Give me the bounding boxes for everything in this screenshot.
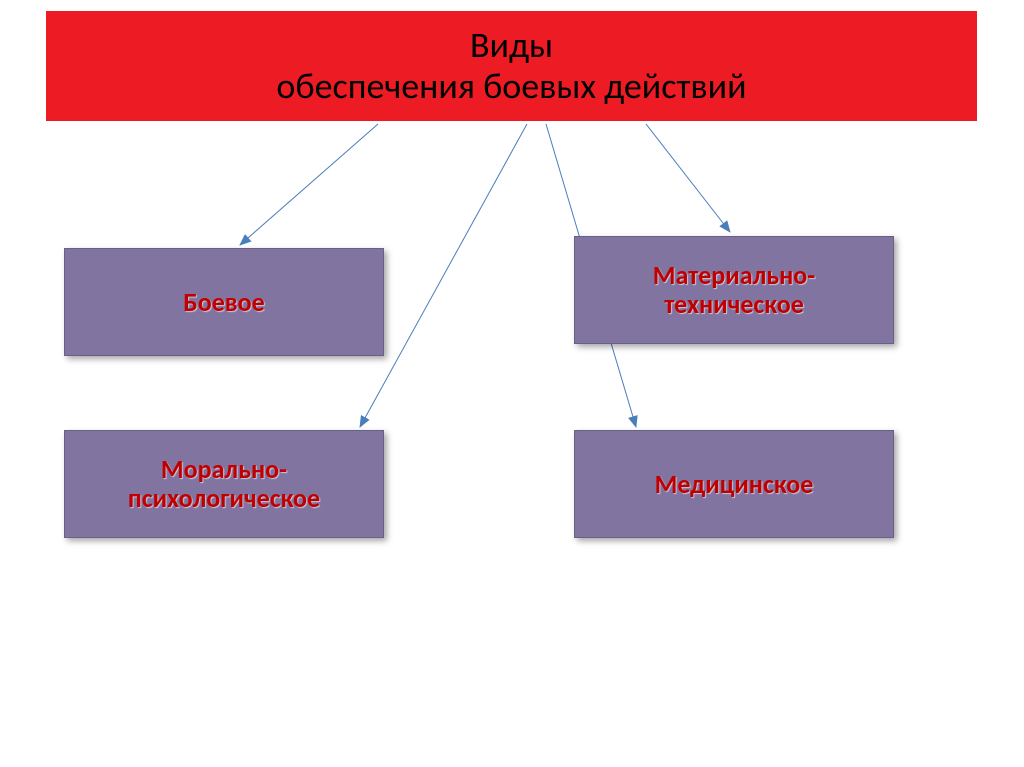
box-combat-label: Боевое <box>183 288 264 317</box>
box-combat: Боевое <box>64 248 384 356</box>
box-logistic: Материально-техническое <box>574 236 894 344</box>
box-medical-label: Медицинское <box>655 470 814 499</box>
title-line-2: обеспечения боевых действий <box>276 64 746 108</box>
title-line-1: Виды <box>470 23 553 67</box>
title-banner: Виды обеспечения боевых действий <box>46 11 977 121</box>
box-medical: Медицинское <box>574 430 894 538</box>
box-moral-label: Морально-психологическое <box>128 455 320 512</box>
box-moral: Морально-психологическое <box>64 430 384 538</box>
box-logistic-label: Материально-техническое <box>653 261 815 318</box>
